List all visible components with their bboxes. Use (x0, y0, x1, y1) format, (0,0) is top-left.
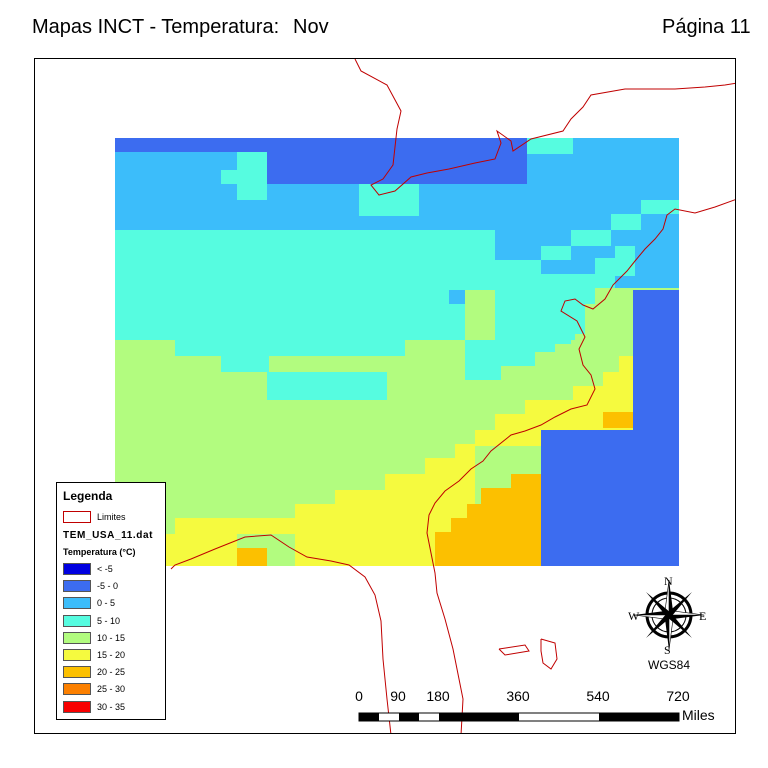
grid-cell (619, 356, 633, 372)
boundary-line (426, 199, 735, 733)
legend-swatch (63, 683, 91, 696)
scale-tick-label: 0 (355, 688, 363, 704)
grid-cell (267, 372, 387, 386)
grid-cell (615, 246, 635, 276)
grid-cell (525, 400, 541, 414)
map-legend: Legenda Limites TEM_USA_11.dat Temperatu… (56, 482, 166, 720)
grid-cell (575, 274, 595, 304)
boundary-line (498, 644, 530, 656)
boundary-lines (170, 59, 735, 733)
grid-cell (449, 290, 465, 304)
grid-cell (465, 366, 501, 380)
grid-cell (221, 170, 267, 184)
map-title: Mapas INCT - Temperatura: (32, 16, 280, 38)
grid-cell (237, 548, 267, 566)
scale-tick-label: 360 (506, 688, 530, 704)
grid-cell (541, 430, 679, 566)
legend-item-label: 0 - 5 (97, 598, 116, 609)
legend-swatch (63, 614, 91, 627)
legend-item-label: 10 - 15 (97, 632, 126, 643)
legend-swatch (63, 700, 91, 713)
grid-cell (295, 504, 385, 566)
legend-item-label: 30 - 35 (97, 701, 126, 712)
map-frame[interactable] (34, 58, 736, 734)
grid-cell (435, 532, 541, 566)
grid-cell (611, 214, 641, 230)
grid-cell (633, 290, 679, 430)
grid-cell (451, 518, 541, 532)
scale-tick-label: 90 (390, 688, 406, 704)
scale-units: Miles (682, 707, 715, 723)
north-arrow-compass-icon (633, 579, 705, 651)
month-label: Nov (293, 16, 329, 38)
grid-cell (237, 152, 267, 170)
grid-cell (641, 200, 679, 214)
limits-swatch (63, 511, 91, 523)
scale-tick-label: 540 (586, 688, 610, 704)
legend-file-name: TEM_USA_11.dat (63, 530, 154, 541)
grid-cell (465, 340, 555, 352)
legend-swatch (63, 597, 91, 610)
legend-swatch (63, 631, 91, 644)
compass-north-label: N (664, 574, 673, 588)
grid-cell (481, 488, 541, 504)
legend-item-label: 15 - 20 (97, 650, 126, 660)
boundary-line (170, 534, 392, 733)
grid-cell (115, 138, 527, 152)
boundary-line (540, 638, 558, 670)
grid-cell (511, 474, 541, 488)
grid-cell (267, 386, 387, 400)
scale-tick-label: 180 (426, 688, 450, 704)
grid-cell (175, 518, 295, 534)
boundary-line (354, 59, 735, 196)
legend-swatch (63, 649, 91, 661)
grid-cell (573, 386, 603, 430)
grid-cell (527, 138, 573, 154)
legend-swatch (63, 666, 91, 679)
grid-cell (237, 184, 267, 200)
scale-tick-label: 720 (666, 688, 690, 704)
grid-cell (467, 504, 541, 518)
scale-bar: 0 90 180 360 540 720 (355, 688, 746, 728)
legend-item-label: < -5 (97, 564, 113, 574)
grid-cell (603, 412, 633, 428)
grid-cell (595, 258, 615, 288)
grid-cell (569, 298, 579, 328)
grid-cell (465, 230, 495, 290)
grid-cell (385, 474, 425, 566)
compass-west-label: W (628, 609, 640, 623)
grid-cell (545, 324, 571, 344)
legend-subtitle: Temperatura (°C) (63, 547, 136, 557)
temperature-grid (115, 138, 679, 566)
scale-bar-graphic (358, 712, 680, 722)
temperature-map[interactable] (35, 59, 736, 734)
legend-item-label: 5 - 10 (97, 615, 121, 626)
grid-cell (221, 356, 269, 372)
grid-cell (495, 260, 541, 274)
legend-item-label: 20 - 25 (97, 667, 126, 678)
limits-label: Limites (97, 512, 126, 522)
grid-cell (335, 490, 385, 504)
compass-rose (628, 574, 710, 656)
grid-cell (659, 214, 679, 228)
grid-cell (267, 152, 527, 184)
grid-cell (541, 246, 571, 260)
grid-cell (359, 184, 419, 216)
grid-cell (571, 230, 611, 246)
page-number: Página 11 (662, 16, 751, 38)
legend-swatch (63, 580, 91, 593)
grid-cell (495, 414, 541, 430)
legend-item-label: 25 - 30 (97, 684, 126, 695)
legend-swatch (63, 563, 91, 575)
datum-label: WGS84 (648, 658, 691, 672)
compass-south-label: S (664, 643, 671, 657)
compass-east-label: E (699, 609, 707, 623)
grid-cell (465, 352, 535, 366)
grid-cell (541, 400, 573, 430)
grid-cell (115, 230, 465, 340)
legend-title: Legenda (63, 489, 113, 503)
grid-cell (175, 340, 405, 356)
legend-item-label: -5 - 0 (97, 581, 119, 592)
